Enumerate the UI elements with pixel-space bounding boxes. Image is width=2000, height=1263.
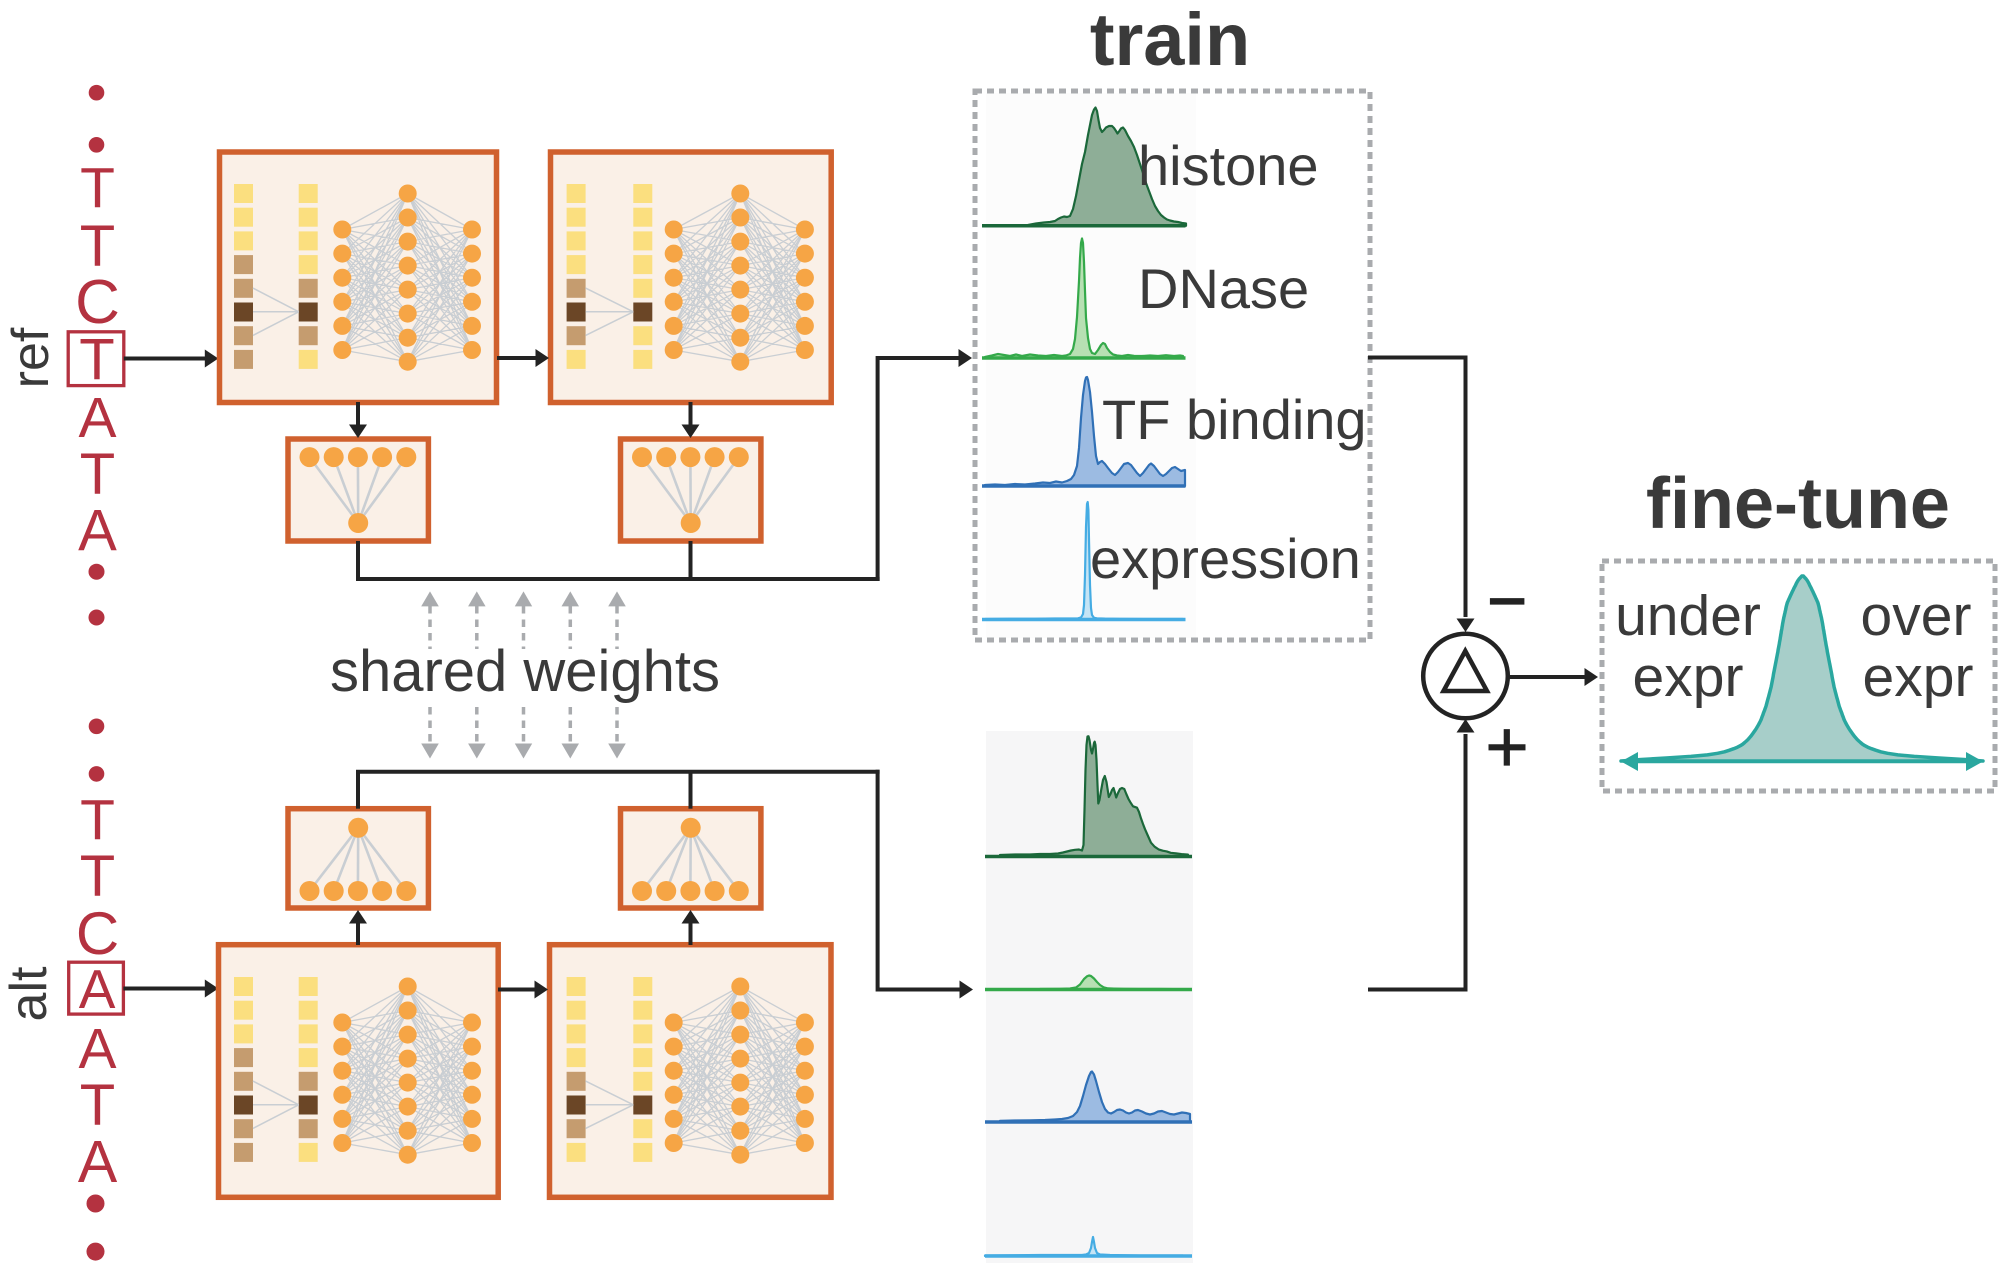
svg-text:DNase: DNase <box>1138 257 1309 320</box>
svg-text:alt: alt <box>0 966 58 1021</box>
svg-text:A: A <box>78 386 116 450</box>
svg-text:histone: histone <box>1138 134 1319 197</box>
svg-text:T: T <box>80 156 115 220</box>
svg-text:under: under <box>1615 584 1761 648</box>
svg-text:C: C <box>76 900 119 967</box>
svg-text:T: T <box>80 442 115 507</box>
svg-text:A: A <box>79 958 116 1020</box>
svg-text:ref: ref <box>2 327 60 388</box>
svg-text:T: T <box>80 844 115 909</box>
svg-text:TF binding: TF binding <box>1102 388 1367 451</box>
svg-text:over: over <box>1861 584 1972 648</box>
svg-text:expression: expression <box>1090 527 1361 590</box>
svg-text:train: train <box>1090 0 1250 81</box>
svg-text:T: T <box>80 1073 115 1138</box>
svg-text:A: A <box>78 1017 116 1081</box>
svg-text:expr: expr <box>1863 645 1974 709</box>
svg-text:expr: expr <box>1633 645 1744 709</box>
svg-text:T: T <box>79 328 114 393</box>
svg-text:A: A <box>78 1129 118 1195</box>
svg-text:T: T <box>80 214 115 279</box>
svg-text:T: T <box>80 788 115 852</box>
svg-text:C: C <box>75 268 120 337</box>
svg-text:fine-tune: fine-tune <box>1646 464 1950 544</box>
svg-text:shared weights: shared weights <box>330 639 720 704</box>
svg-text:A: A <box>78 499 117 564</box>
